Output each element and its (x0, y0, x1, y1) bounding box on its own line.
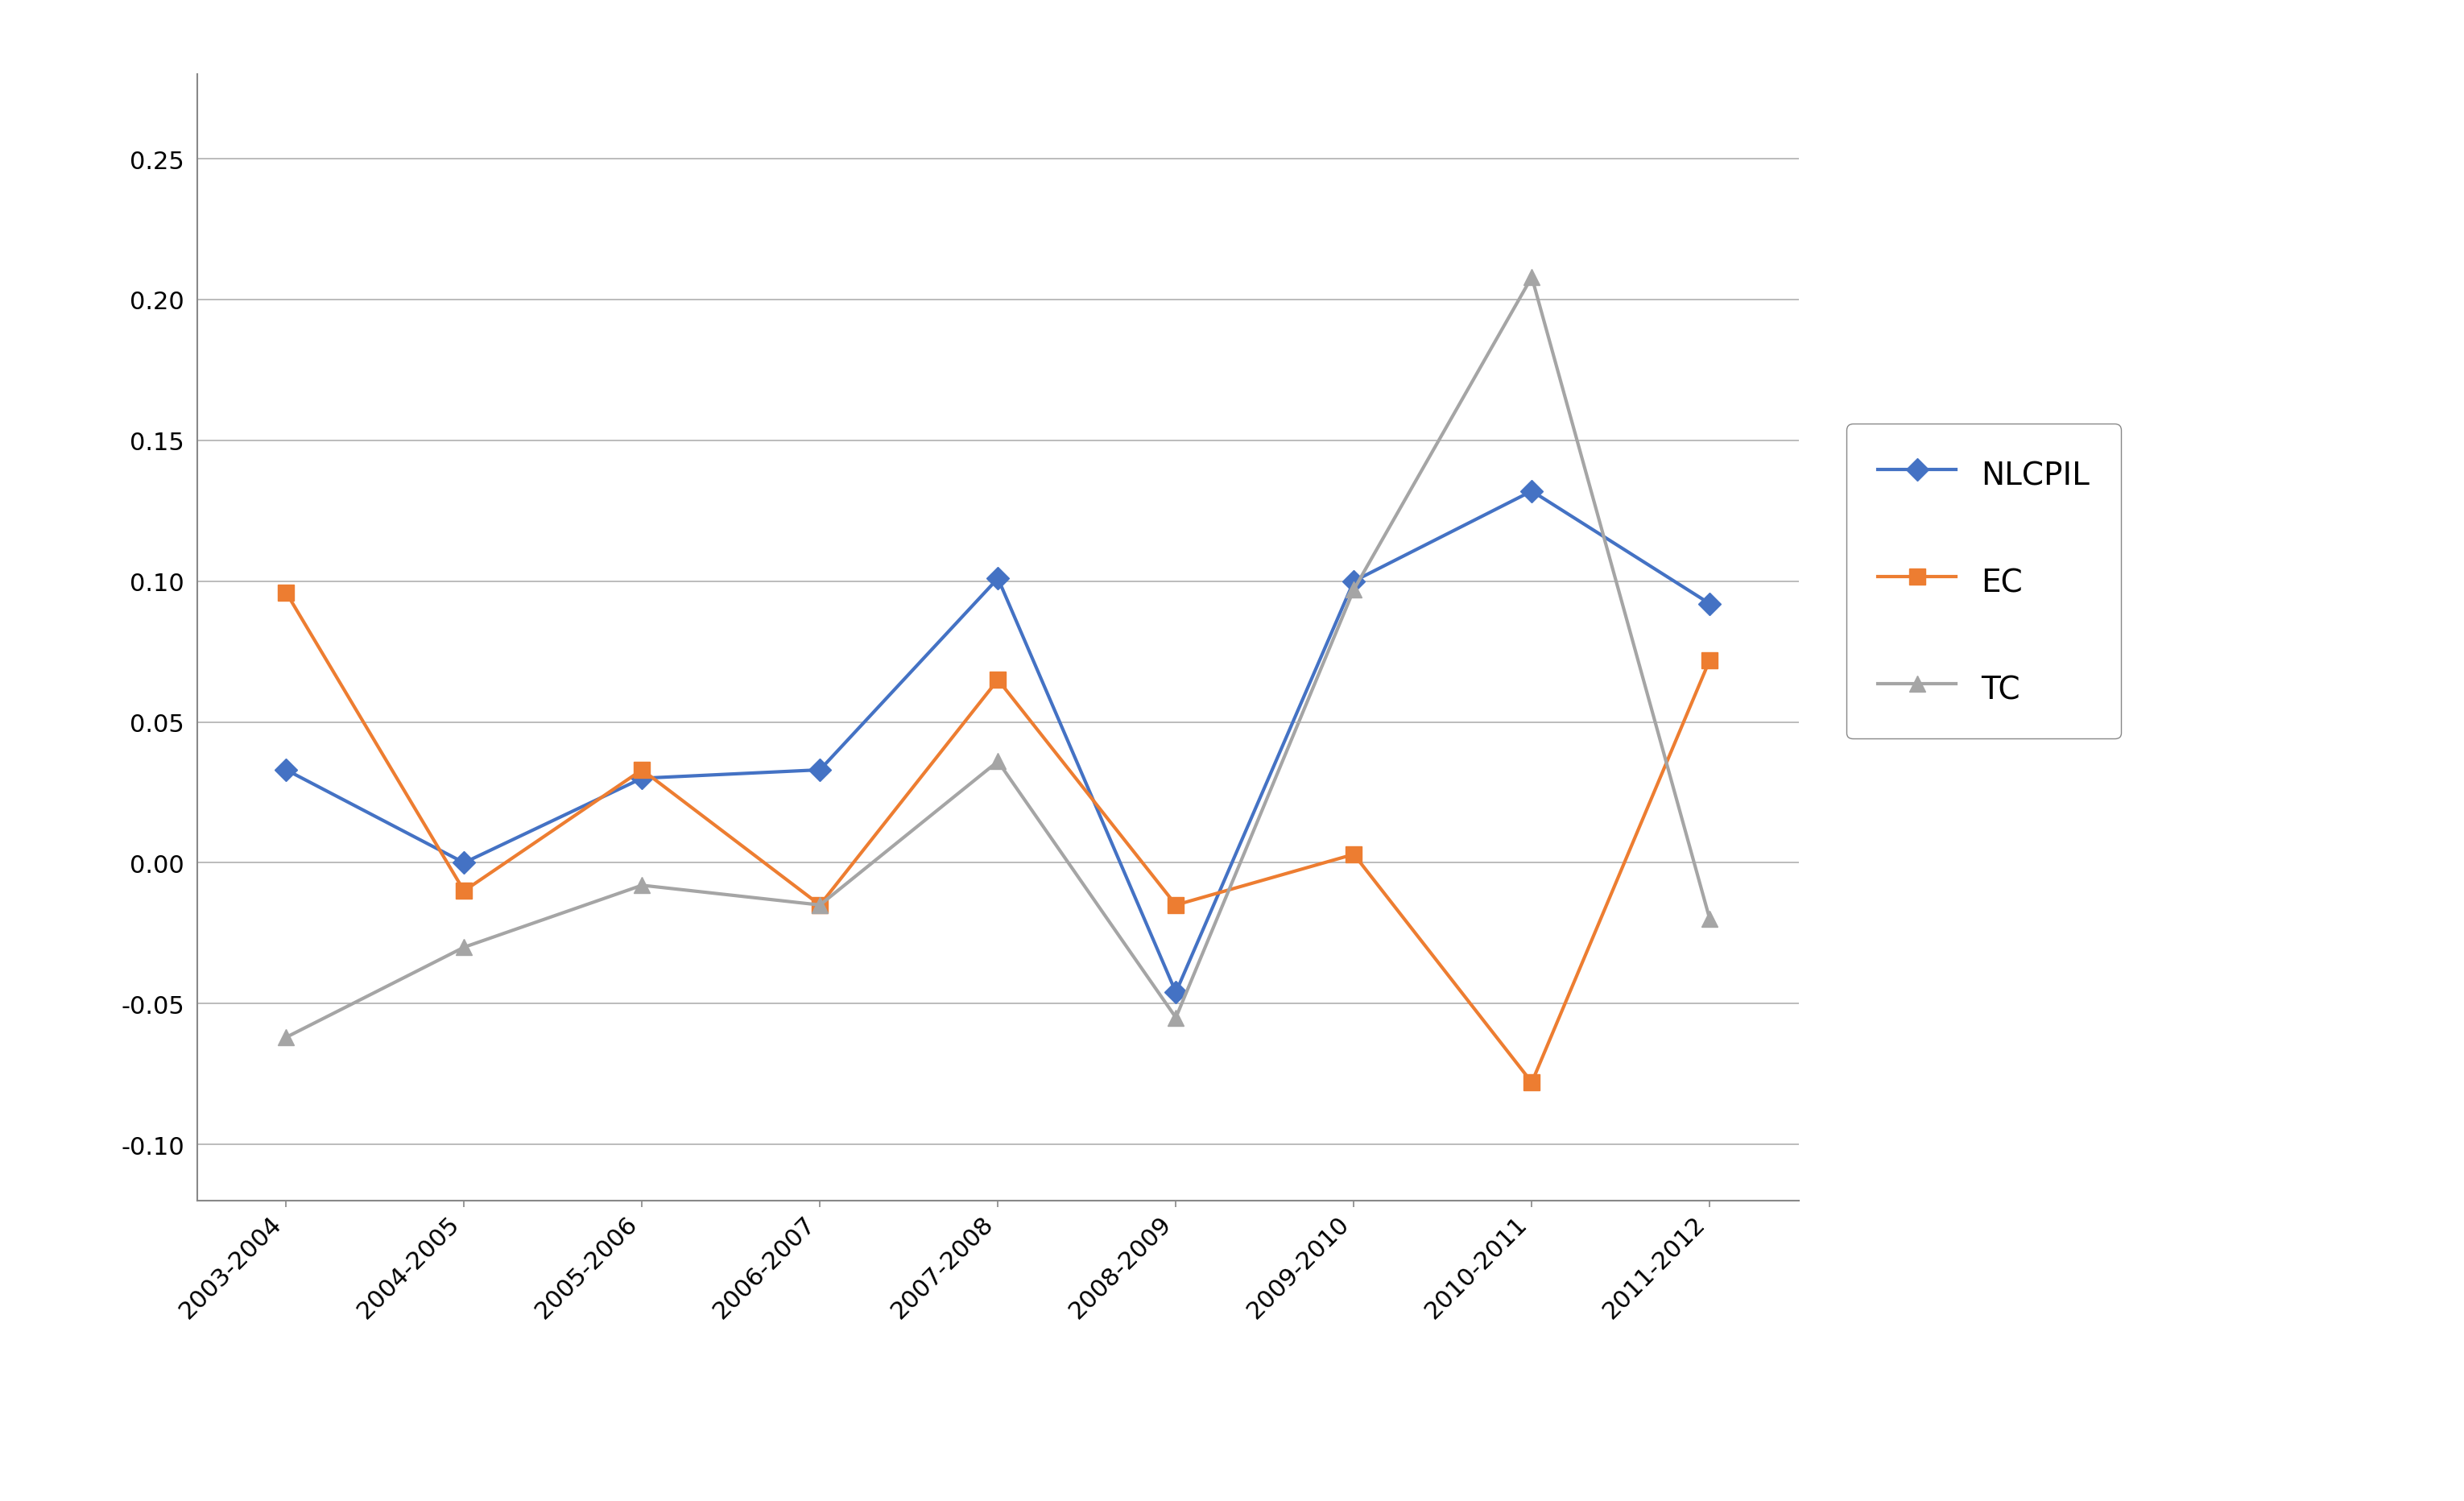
EC (1518, 1073, 1547, 1091)
NLCPIL (806, 761, 835, 779)
TC (1161, 1009, 1190, 1027)
NLCPIL (1161, 983, 1190, 1001)
TC (628, 877, 658, 895)
NLCPIL (983, 570, 1013, 588)
NLCPIL (1518, 483, 1547, 501)
EC (1161, 896, 1190, 914)
NLCPIL (628, 770, 658, 788)
NLCPIL (271, 761, 301, 779)
EC (983, 671, 1013, 689)
EC (1338, 845, 1368, 863)
TC (983, 754, 1013, 772)
EC (448, 883, 478, 901)
EC (271, 584, 301, 602)
Line: NLCPIL: NLCPIL (278, 483, 1717, 1000)
Legend: NLCPIL, EC, TC: NLCPIL, EC, TC (1846, 425, 2122, 738)
NLCPIL (448, 854, 478, 872)
TC (448, 938, 478, 956)
Line: TC: TC (278, 270, 1717, 1045)
TC (271, 1028, 301, 1046)
EC (806, 896, 835, 914)
TC (1518, 269, 1547, 287)
NLCPIL (1338, 572, 1368, 590)
EC (628, 761, 658, 779)
TC (1695, 910, 1725, 928)
Line: EC: EC (278, 585, 1717, 1090)
TC (1338, 581, 1368, 599)
NLCPIL (1695, 594, 1725, 612)
EC (1695, 651, 1725, 669)
TC (806, 896, 835, 914)
